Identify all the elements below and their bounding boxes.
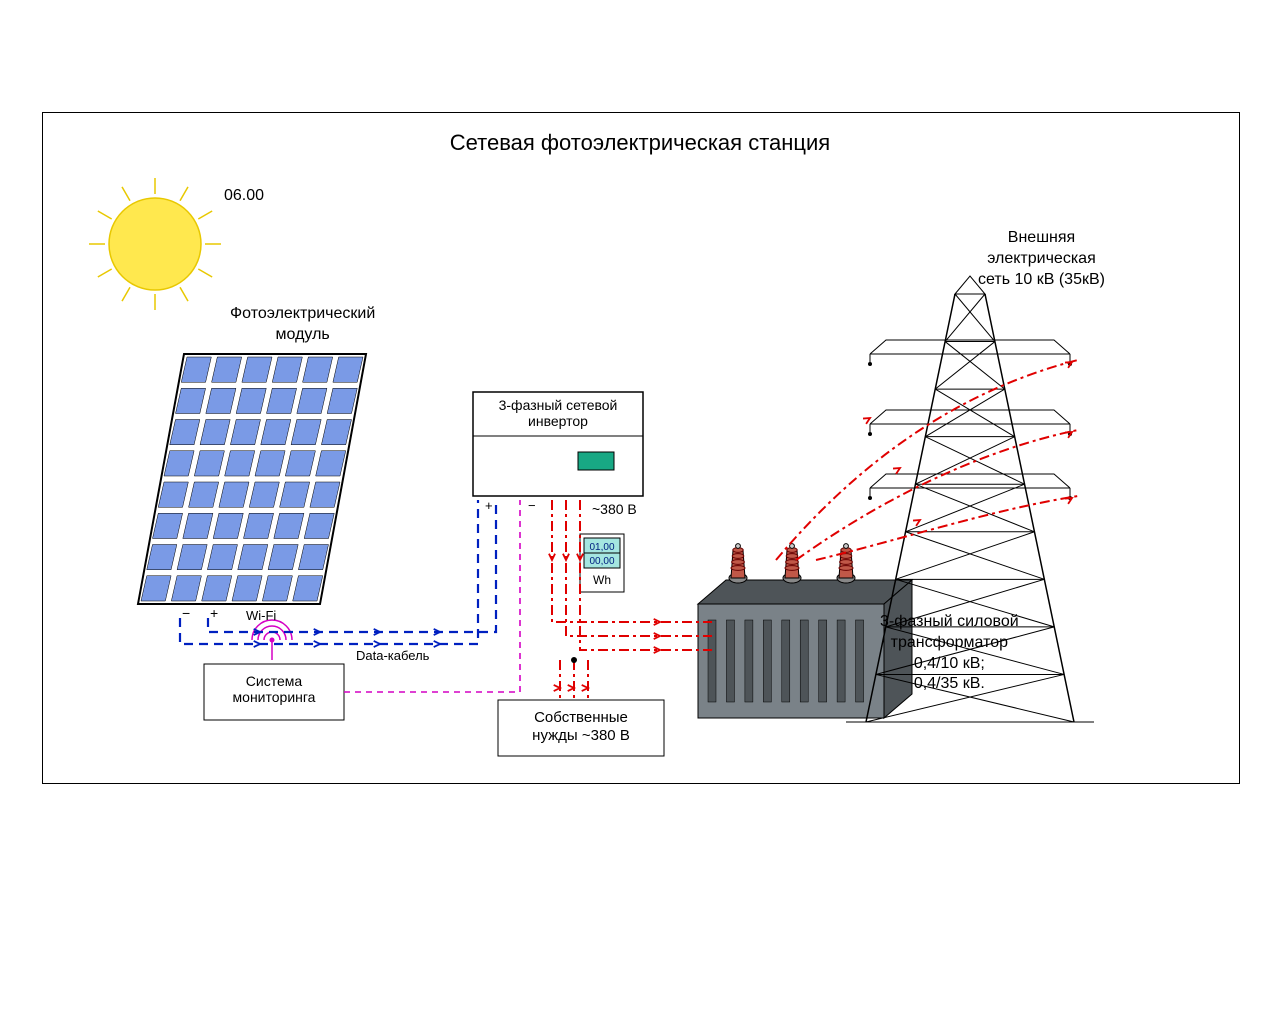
- data-cable-label: Data-кабель: [356, 648, 429, 665]
- inverter-ac-label: ~380 В: [592, 500, 637, 518]
- svg-text:+: +: [485, 498, 493, 513]
- svg-text:Собственныенужды ~380 В: Собственныенужды ~380 В: [532, 709, 630, 744]
- grid-label: Внешняяэлектрическаясеть 10 кВ (35кВ): [978, 228, 1105, 290]
- svg-text:−: −: [182, 605, 190, 621]
- svg-text:Wh: Wh: [593, 573, 611, 587]
- pv-label: Фотоэлектрическиймодуль: [230, 304, 375, 346]
- diagram-canvas: Сетевая фотоэлектрическая станция −+3-фа…: [0, 0, 1280, 1024]
- svg-text:+: +: [210, 605, 218, 621]
- wifi-label: Wi-Fi: [246, 608, 276, 625]
- svg-text:00,00: 00,00: [589, 556, 614, 567]
- svg-text:−: −: [528, 498, 536, 513]
- diagram-svg: −+3-фазный сетевойинвертор+−01,0000,00Wh…: [0, 0, 1280, 1024]
- sun-time: 06.00: [224, 186, 264, 207]
- transformer-label: 3-фазный силовойтрансформатор0,4/10 кВ;0…: [880, 612, 1019, 695]
- svg-text:01,00: 01,00: [589, 542, 614, 553]
